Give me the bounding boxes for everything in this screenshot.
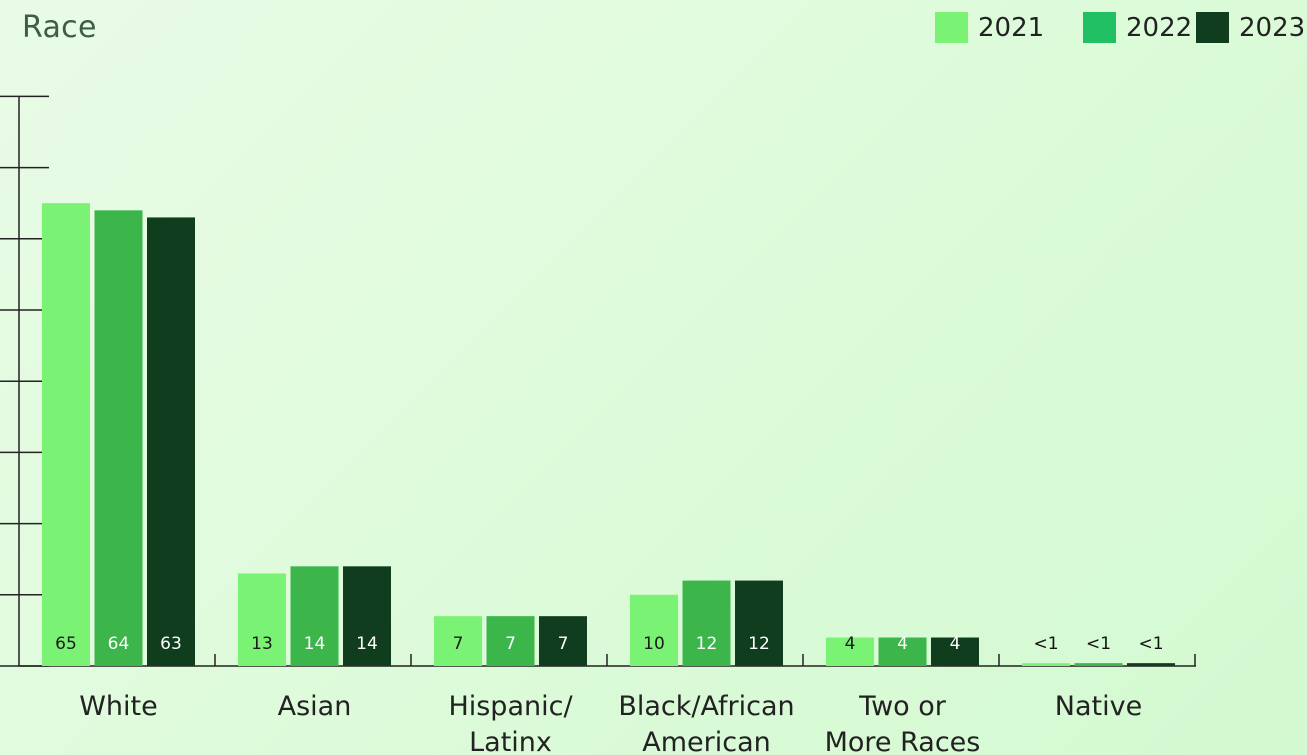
bar xyxy=(735,580,783,666)
value-label: <1 xyxy=(1033,634,1058,654)
bar xyxy=(1022,663,1070,666)
legend-swatch-2021 xyxy=(935,12,968,43)
bar xyxy=(42,203,90,666)
value-label: 65 xyxy=(55,634,77,654)
value-label: 4 xyxy=(950,634,961,654)
bar xyxy=(1074,663,1123,666)
category-label: White xyxy=(79,691,158,722)
value-label: <1 xyxy=(1138,634,1163,654)
category-label: Latinx xyxy=(469,727,552,755)
bar xyxy=(147,217,195,666)
bar xyxy=(539,616,587,666)
bar xyxy=(486,616,535,666)
category-label: Two or xyxy=(858,691,947,722)
value-label: 7 xyxy=(453,634,464,654)
value-label: 7 xyxy=(558,634,569,654)
value-label: 12 xyxy=(748,634,770,654)
value-label: <1 xyxy=(1086,634,1111,654)
legend-swatch-2022 xyxy=(1083,12,1116,43)
value-label: 12 xyxy=(696,634,718,654)
category-label: Hispanic/ xyxy=(448,691,573,722)
bar xyxy=(238,573,286,666)
category-label: More Races xyxy=(825,727,981,755)
category-label: Native xyxy=(1055,691,1142,722)
bar xyxy=(1127,663,1175,666)
bar xyxy=(878,637,927,666)
legend-swatch-2023 xyxy=(1196,12,1229,43)
bar xyxy=(826,637,874,666)
bar xyxy=(290,566,339,666)
value-label: 10 xyxy=(643,634,665,654)
legend-label-2021: 2021 xyxy=(978,13,1045,43)
value-label: 7 xyxy=(505,634,516,654)
bar xyxy=(931,637,979,666)
category-label: Asian xyxy=(278,691,352,722)
value-label: 13 xyxy=(251,634,273,654)
value-label: 14 xyxy=(356,634,378,654)
legend-label-2022: 2022 xyxy=(1126,13,1193,43)
bar xyxy=(434,616,482,666)
value-label: 14 xyxy=(304,634,326,654)
value-label: 63 xyxy=(160,634,182,654)
bar xyxy=(94,210,143,666)
legend-label-2023: 2023 xyxy=(1239,13,1306,43)
value-label: 4 xyxy=(845,634,856,654)
bar xyxy=(682,580,731,666)
value-label: 64 xyxy=(108,634,130,654)
value-label: 4 xyxy=(897,634,908,654)
bar xyxy=(630,594,678,666)
category-label: American xyxy=(642,727,771,755)
category-label: Black/African xyxy=(618,691,794,722)
chart-title: Race xyxy=(22,10,97,45)
bar xyxy=(343,566,391,666)
